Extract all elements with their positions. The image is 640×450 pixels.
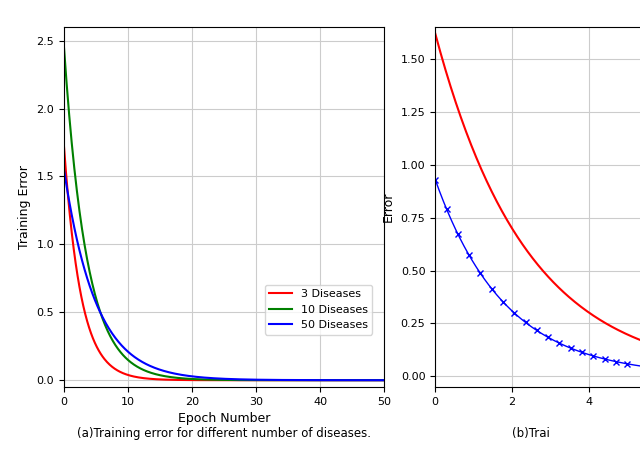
- Line: 50 Diseases: 50 Diseases: [64, 170, 384, 380]
- 10 Diseases: [214, 377, 222, 382]
- Y-axis label: Training Error: Training Error: [18, 165, 31, 249]
- 10 Diseases: [380, 378, 388, 383]
- 50 Diseases: [380, 378, 388, 383]
- Y-axis label: Error: Error: [382, 192, 395, 222]
- 3 Diseases: [212, 378, 220, 383]
- 50 Diseases: [234, 377, 241, 382]
- 10 Diseases: [323, 378, 330, 383]
- Text: (b)Trai: (b)Trai: [512, 427, 550, 440]
- 3 Diseases: [214, 378, 222, 383]
- Legend: 3 Diseases, 10 Diseases, 50 Diseases: 3 Diseases, 10 Diseases, 50 Diseases: [265, 284, 372, 334]
- 3 Diseases: [323, 378, 330, 383]
- 50 Diseases: [323, 378, 330, 383]
- 3 Diseases: [380, 378, 388, 383]
- 50 Diseases: [60, 167, 68, 173]
- Line: 3 Diseases: 3 Diseases: [64, 148, 384, 380]
- 10 Diseases: [372, 378, 380, 383]
- 10 Diseases: [251, 378, 259, 383]
- 10 Diseases: [234, 378, 241, 383]
- 10 Diseases: [212, 377, 220, 382]
- 50 Diseases: [372, 378, 380, 383]
- 3 Diseases: [372, 378, 380, 383]
- 50 Diseases: [251, 377, 259, 382]
- 3 Diseases: [60, 145, 68, 150]
- 50 Diseases: [212, 376, 220, 381]
- 3 Diseases: [234, 378, 241, 383]
- 3 Diseases: [251, 378, 259, 383]
- Text: (a)Training error for different number of diseases.: (a)Training error for different number o…: [77, 427, 371, 440]
- 10 Diseases: [60, 45, 68, 51]
- Line: 10 Diseases: 10 Diseases: [64, 48, 384, 380]
- 50 Diseases: [214, 376, 222, 381]
- X-axis label: Epoch Number: Epoch Number: [178, 412, 270, 425]
